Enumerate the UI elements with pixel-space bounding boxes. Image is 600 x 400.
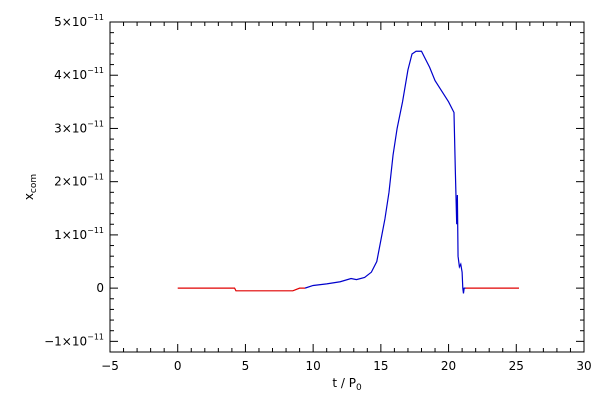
x-axis-label-main: t / P: [332, 376, 356, 390]
y-axis-label-main: x: [22, 193, 36, 200]
y-tick-exponent: −11: [87, 173, 104, 182]
y-axis-label-sub: com: [29, 174, 39, 193]
x-tick-label: 20: [441, 359, 456, 373]
x-tick-label: 0: [174, 359, 182, 373]
y-tick-label: 4×10−11: [54, 66, 104, 82]
x-tick-label: 10: [306, 359, 321, 373]
x-tick-label: 15: [373, 359, 388, 373]
y-tick-label-main: 0: [96, 281, 104, 295]
y-tick-label-main: 4×10: [54, 68, 87, 82]
x-axis-label: t / P0: [332, 376, 362, 393]
y-tick-label: −1×10−11: [44, 332, 104, 348]
x-axis: −5 0 5 10 15 20 25 30: [101, 22, 592, 373]
y-tick-label: 2×10−11: [54, 173, 104, 189]
y-tick-label-main: −1×10: [44, 334, 87, 348]
data-lines: [177, 50, 519, 294]
y-tick-exponent: −11: [87, 66, 104, 75]
y-tick-exponent: −11: [87, 226, 104, 235]
y-tick-label: 3×10−11: [54, 119, 104, 135]
series-line-1: [177, 287, 306, 292]
series-line-2: [304, 50, 466, 294]
y-tick-label-main: 5×10: [54, 15, 87, 29]
y-tick-exponent: −11: [87, 332, 104, 341]
y-tick-label-main: 1×10: [54, 228, 87, 242]
y-tick-label-main: 3×10: [54, 121, 87, 135]
x-tick-label: 30: [576, 359, 591, 373]
x-tick-label: 25: [509, 359, 524, 373]
y-axis: −1×10−1101×10−112×10−113×10−114×10−115×1…: [44, 13, 584, 353]
y-tick-label: 1×10−11: [54, 226, 104, 242]
y-tick-exponent: −11: [87, 119, 104, 128]
y-tick-label: 5×10−11: [54, 13, 104, 29]
x-tick-label: −5: [101, 359, 119, 373]
y-axis-label: xcom: [22, 174, 39, 200]
y-tick-exponent: −11: [87, 13, 104, 22]
y-tick-label-main: 2×10: [54, 175, 87, 189]
plot-frame: [109, 21, 585, 353]
x-tick-label: 5: [242, 359, 250, 373]
x-axis-label-sub: 0: [356, 383, 362, 393]
y-tick-label: 0: [96, 281, 104, 295]
